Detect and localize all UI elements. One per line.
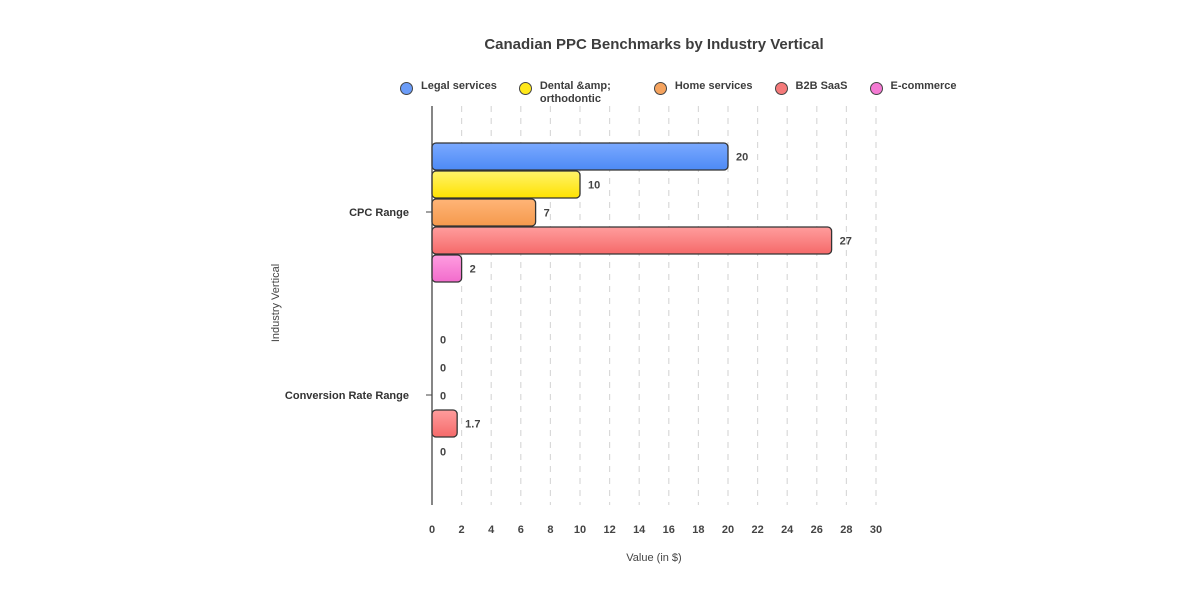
data-label: 7 <box>544 208 550 220</box>
x-tick-label: 20 <box>722 524 734 536</box>
legend-label: Home services <box>674 80 753 92</box>
x-tick-label: 30 <box>870 524 882 536</box>
legend-swatch <box>653 82 667 95</box>
legend-label: Legal services <box>421 80 497 92</box>
y-axis-label: Industry Vertical <box>270 264 282 342</box>
data-label: 0 <box>440 391 446 403</box>
y-tick-label: CPC Range <box>349 207 409 219</box>
legend-item-dental[interactable]: Dental &amp; orthodontic <box>518 80 632 106</box>
legend-item-e-commerce[interactable]: E-commerce <box>869 80 957 95</box>
bar[interactable] <box>431 142 729 171</box>
x-tick-label: 0 <box>429 524 435 536</box>
x-tick-label: 4 <box>488 524 495 536</box>
legend-swatch <box>774 82 788 95</box>
x-tick-label: 2 <box>459 524 465 536</box>
x-tick-label: 8 <box>547 524 553 536</box>
bar[interactable] <box>431 409 458 438</box>
data-label: 20 <box>736 152 748 164</box>
x-tick-label: 18 <box>692 524 704 536</box>
bar[interactable] <box>431 226 833 255</box>
x-tick-label: 22 <box>751 524 763 536</box>
data-label: 0 <box>440 363 446 375</box>
x-tick-label: 14 <box>633 524 646 536</box>
x-tick-label: 6 <box>518 524 524 536</box>
data-label: 1.7 <box>465 419 480 431</box>
x-tick-label: 10 <box>574 524 586 536</box>
legend-item-legal-services[interactable]: Legal services <box>400 80 497 95</box>
chart-title: Canadian PPC Benchmarks by Industry Vert… <box>484 36 824 53</box>
x-tick-label: 28 <box>840 524 852 536</box>
data-label: 27 <box>840 236 852 248</box>
data-label: 10 <box>588 180 600 192</box>
data-label: 0 <box>440 447 446 459</box>
chart-legend: Legal services Dental &amp; orthodontic … <box>400 80 979 106</box>
y-tick-label: Conversion Rate Range <box>285 390 409 402</box>
data-label: 2 <box>470 264 476 276</box>
data-label: 0 <box>440 335 446 347</box>
legend-swatch <box>400 82 413 95</box>
legend-label: E-commerce <box>890 80 957 92</box>
x-tick-label: 24 <box>781 524 794 536</box>
bar[interactable] <box>431 170 581 199</box>
x-tick-label: 12 <box>603 524 615 536</box>
x-axis-label: Value (in $) <box>626 552 681 564</box>
legend-item-b2b-saas[interactable]: B2B SaaS <box>774 80 848 95</box>
legend-swatch <box>869 82 883 95</box>
legend-label: Dental &amp; orthodontic <box>539 80 611 105</box>
x-tick-label: 26 <box>811 524 823 536</box>
bar[interactable] <box>431 198 537 227</box>
bar[interactable] <box>431 254 463 283</box>
legend-item-home-services[interactable]: Home services <box>653 80 753 95</box>
legend-label: B2B SaaS <box>795 80 848 92</box>
x-tick-label: 16 <box>663 524 675 536</box>
legend-swatch <box>518 82 532 95</box>
